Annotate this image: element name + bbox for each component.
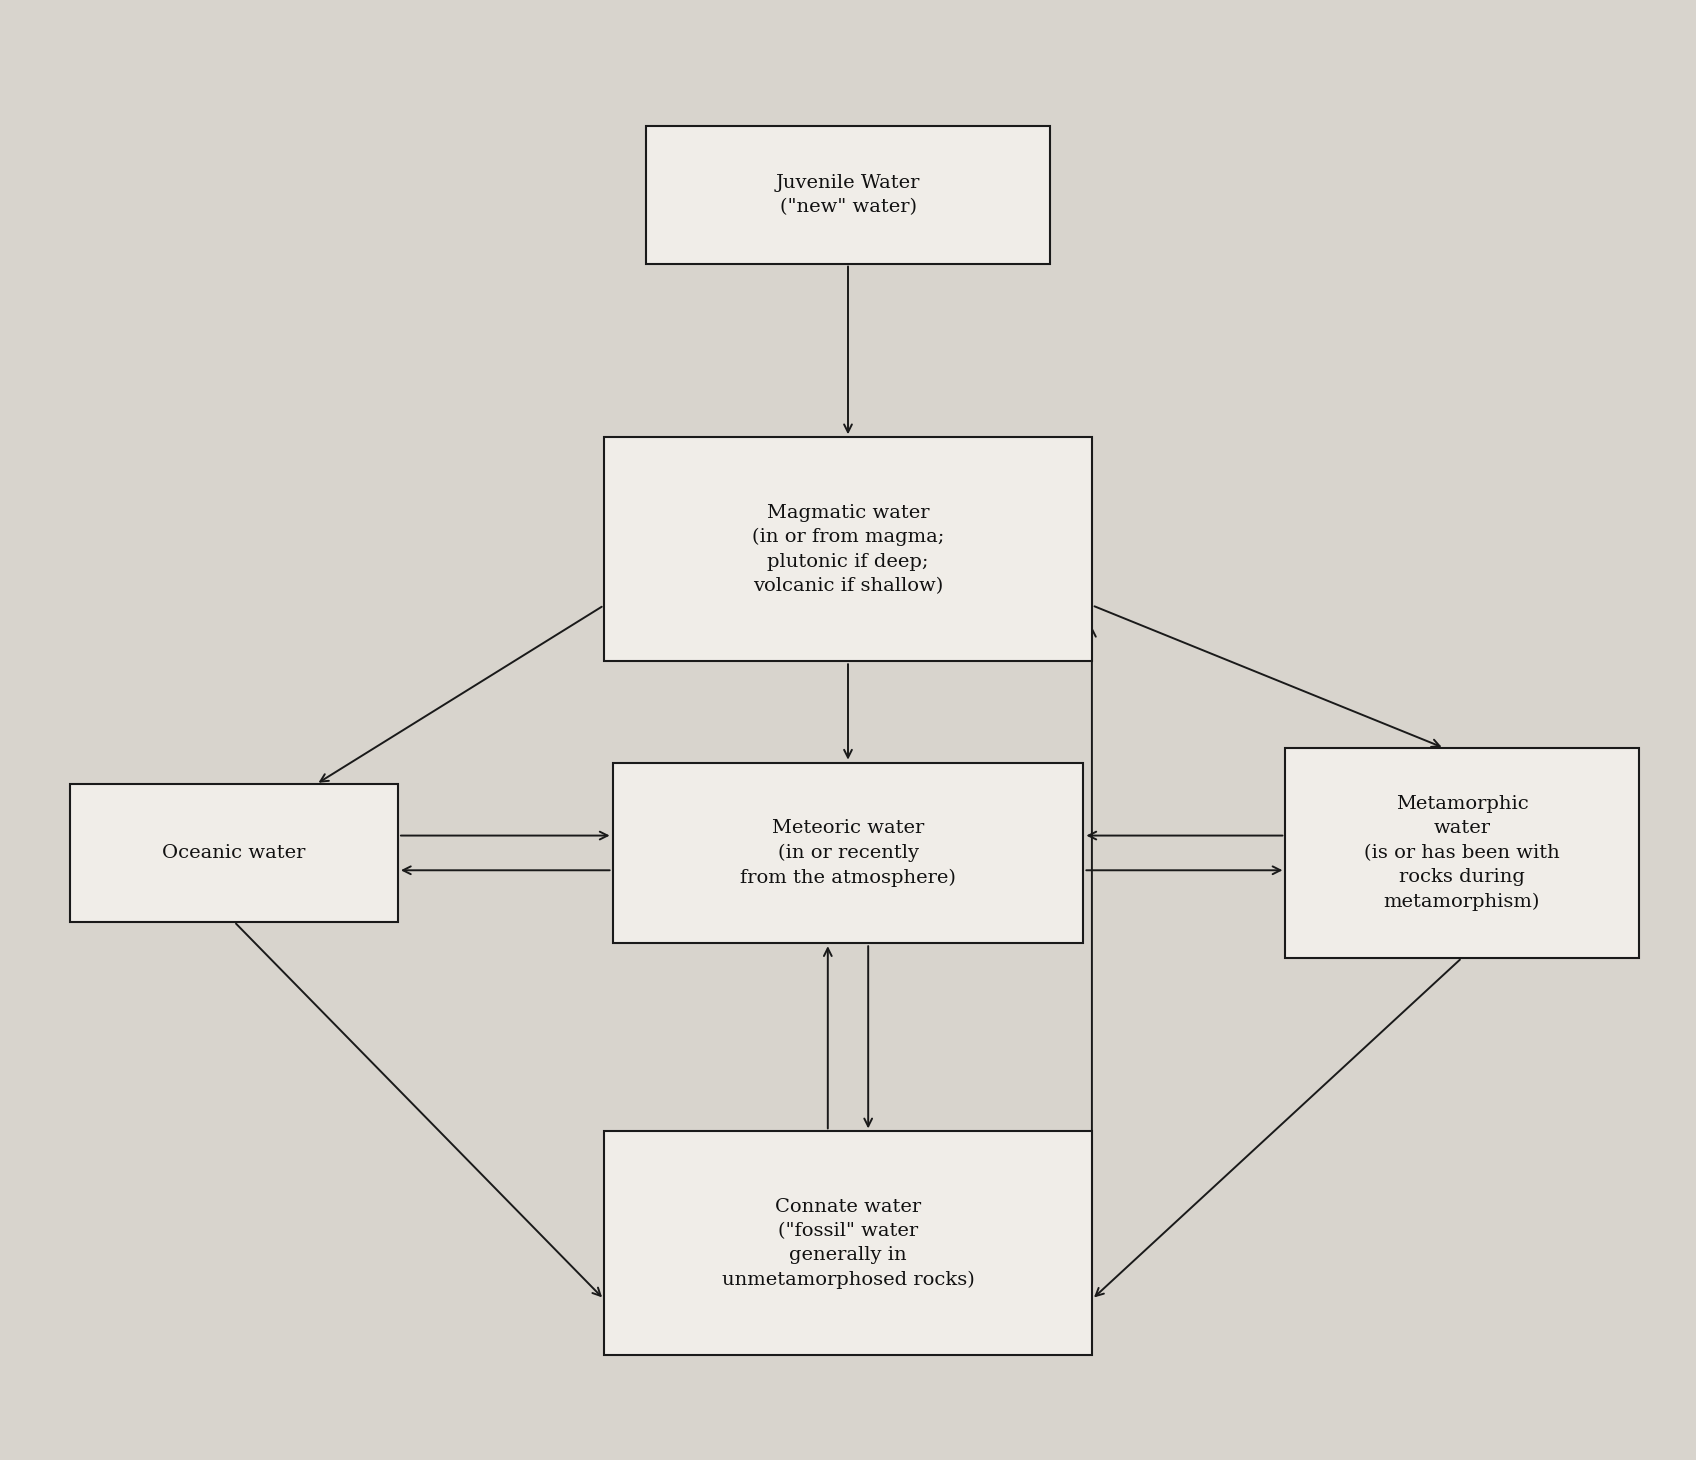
Text: Oceanic water: Oceanic water (163, 844, 305, 861)
Text: Juvenile Water
("new" water): Juvenile Water ("new" water) (775, 174, 921, 216)
FancyBboxPatch shape (604, 1132, 1092, 1355)
Text: Meteoric water
(in or recently
from the atmosphere): Meteoric water (in or recently from the … (739, 819, 957, 886)
FancyBboxPatch shape (612, 762, 1084, 943)
Text: Connate water
("fossil" water
generally in
unmetamorphosed rocks): Connate water ("fossil" water generally … (721, 1197, 975, 1289)
Text: Magmatic water
(in or from magma;
plutonic if deep;
volcanic if shallow): Magmatic water (in or from magma; pluton… (751, 504, 945, 594)
FancyBboxPatch shape (70, 784, 399, 921)
FancyBboxPatch shape (604, 437, 1092, 661)
FancyBboxPatch shape (646, 126, 1050, 264)
Text: Metamorphic
water
(is or has been with
rocks during
metamorphism): Metamorphic water (is or has been with r… (1364, 796, 1560, 911)
FancyBboxPatch shape (1286, 748, 1638, 958)
